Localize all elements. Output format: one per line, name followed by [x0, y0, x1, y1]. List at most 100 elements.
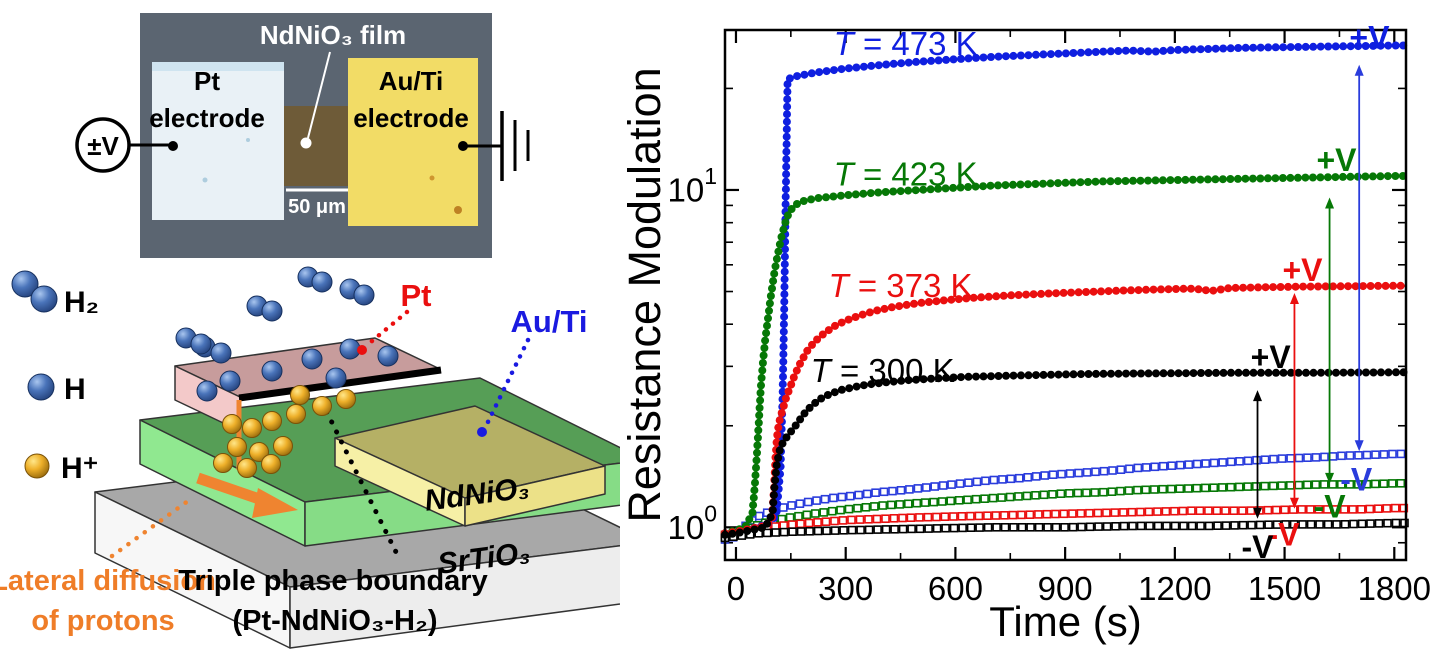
proton [227, 437, 247, 457]
auti-pointer: Au/Ti [477, 304, 587, 437]
series-373K-minusV [720, 503, 1409, 540]
proton [249, 442, 269, 462]
voltage-polarity-label: -V [1314, 488, 1347, 524]
auti-electrode-pad [348, 58, 478, 226]
triple-phase-boundary-pointer [319, 399, 403, 563]
pad-speckle [454, 206, 462, 214]
series-300K-minusV [720, 518, 1409, 543]
h-atom [325, 367, 347, 389]
proton [222, 414, 242, 434]
curve-temperature-label: T = 373 K [829, 266, 973, 303]
x-tick-label: 600 [928, 570, 983, 607]
axis-ticks [725, 30, 1406, 560]
legend-label-proton: H⁺ [61, 452, 99, 485]
h-atom [301, 348, 323, 370]
auti-electrode-label-line1: Au/Ti [379, 66, 444, 96]
h2-molecule [297, 266, 333, 293]
series-473K-plusV [721, 41, 1408, 538]
voltage-modulation-arrow [1354, 64, 1364, 452]
x-tick-label: 1500 [1248, 570, 1321, 607]
voltage-source-label: ±V [87, 131, 119, 161]
h2-molecule [246, 295, 283, 322]
x-tick-label: 300 [818, 570, 873, 607]
h2-molecule [339, 278, 375, 306]
series-473K-minusV [720, 449, 1406, 544]
legend-label-h2: H₂ [64, 286, 99, 319]
y-axis-title: Resistance Modulation [620, 67, 670, 522]
proton [237, 458, 257, 478]
proton [336, 389, 356, 409]
h-atom [196, 380, 218, 402]
nno-film-pointer-dot [300, 137, 312, 149]
proton [242, 418, 262, 438]
voltage-polarity-label: -V [1242, 529, 1275, 565]
x-tick-label: 900 [1038, 570, 1093, 607]
pad-speckle [246, 138, 250, 142]
x-tick-label: 1200 [1138, 570, 1211, 607]
series-300K-plusV [721, 368, 1408, 539]
series-423K-plusV [721, 172, 1407, 538]
device-3d-schematic: Pt Au/Ti NdNiO₃ SrTiO₃ Lateral diffusion… [0, 266, 620, 649]
h-atom-icon [27, 373, 55, 401]
boundary-label-line2: (Pt-NdNiO₃-H₂) [232, 605, 437, 637]
proton [312, 396, 332, 416]
voltage-polarity-label: +V [1251, 339, 1292, 375]
pt-electrode-label-line2: electrode [149, 103, 265, 133]
voltage-modulation-arrow [1289, 292, 1299, 509]
voltage-modulation-arrow [1325, 197, 1335, 484]
proton [286, 404, 306, 424]
h2-molecule-icon [11, 270, 39, 298]
proton [261, 454, 281, 474]
voltage-polarity-label: +V [1316, 142, 1357, 178]
nno-film-label: NdNiO₃ film [260, 20, 406, 50]
x-axis-title: Time (s) [989, 598, 1141, 645]
h-atom [339, 338, 361, 360]
legend-item-proton: H⁺ [24, 452, 99, 485]
ground-symbol [458, 111, 530, 181]
y-tick-label: 100 [667, 500, 717, 546]
voltage-polarity-label: +V [1349, 20, 1390, 56]
diffusion-label-line2: of protons [31, 605, 174, 637]
voltage-polarity-label: -V [1340, 461, 1373, 497]
proton-icon [24, 453, 50, 479]
pt-layer-label: Pt [401, 278, 432, 313]
x-tick-label: 1800 [1358, 570, 1431, 607]
pt-pad-reflection [152, 62, 284, 71]
pad-speckle [202, 177, 208, 183]
voltage-modulation-arrow [1253, 390, 1263, 519]
h-atom [219, 370, 241, 392]
scale-bar-label: 50 μm [288, 196, 346, 218]
species-legend: H₂ H H⁺ [11, 270, 99, 485]
curve-temperature-label: T = 300 K [811, 351, 955, 388]
series-423K-minusV [720, 478, 1406, 541]
h-atom [261, 360, 283, 382]
device-schematic-panel: 50 μm NdNiO₃ film Pt electrode Au/Ti ele… [0, 13, 620, 649]
legend-item-h: H [27, 373, 86, 406]
pad-speckle [429, 175, 435, 181]
boundary-label-line1: Triple phase boundary [178, 565, 487, 597]
pad-speckle [462, 115, 468, 121]
pt-electrode-pad [152, 62, 284, 220]
auti-layer-label: Au/Ti [511, 304, 588, 339]
curve-temperature-label: T = 423 K [834, 155, 978, 192]
x-tick-label: 0 [727, 570, 745, 607]
voltage-polarity-label: -V [1267, 516, 1300, 552]
proton [262, 411, 282, 431]
plot-frame [723, 28, 1408, 562]
resistance-modulation-chart: Resistance Modulation Time (s) 0 300 600 900 1… [620, 20, 1431, 645]
diffusion-label-line1: Lateral diffusion [0, 565, 216, 597]
nno-film-channel [284, 106, 348, 186]
curve-temperature-label: T = 473 K [834, 24, 978, 61]
auti-electrode-label-line2: electrode [353, 103, 469, 133]
h2-molecule-icon [30, 285, 58, 313]
voltage-polarity-label: +V [1282, 252, 1323, 288]
pt-electrode-label-line1: Pt [194, 66, 220, 96]
proton [273, 436, 293, 456]
proton-spheres [213, 385, 356, 478]
legend-label-h: H [64, 373, 86, 406]
h2-molecule [175, 327, 212, 355]
legend-item-h2: H₂ [11, 270, 99, 319]
proton [213, 453, 233, 473]
nno-film-pointer-line [307, 51, 331, 139]
